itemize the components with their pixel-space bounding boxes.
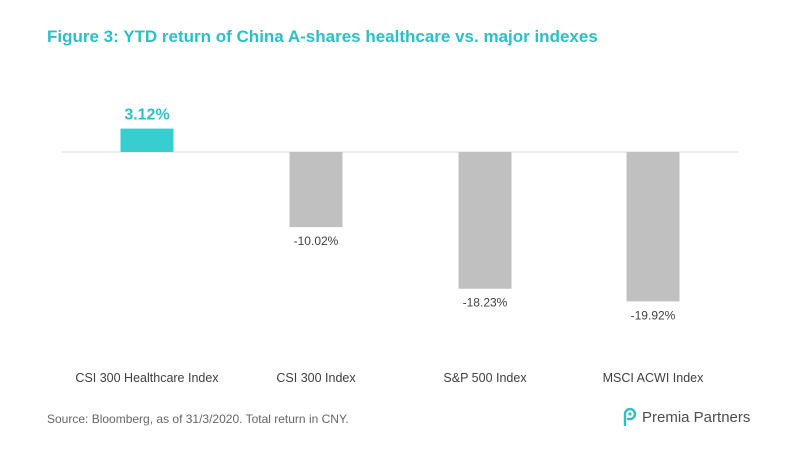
bar-3 (626, 152, 680, 302)
premia-logo-icon (623, 408, 637, 426)
category-labels-group: CSI 300 Healthcare Index CSI 300 Index S&P… (75, 371, 704, 385)
brand-logo: Premia Partners (622, 408, 750, 426)
bar-0 (120, 128, 174, 152)
logo-text: Premia Partners (642, 408, 751, 426)
bar-2 (458, 152, 512, 289)
category-label-3: MSCI ACWI Index (603, 371, 704, 385)
bar-chart: 3.12% -10.02% -18.23% -19.92% CSI 300 Healt… (62, 107, 738, 385)
bar-1 (289, 152, 343, 228)
value-label-2: -18.23% (463, 296, 508, 310)
source-note: Source: Bloomberg, as of 31/3/2020. Tota… (47, 412, 349, 426)
category-label-1: CSI 300 Index (276, 371, 356, 385)
category-label-0: CSI 300 Healthcare Index (75, 371, 219, 385)
value-label-3: -19.92% (631, 308, 676, 322)
value-label-1: -10.02% (294, 234, 339, 248)
category-label-2: S&P 500 Index (443, 371, 527, 385)
value-labels-group: 3.12% -10.02% -18.23% -19.92% (124, 107, 675, 323)
bars-group (120, 128, 680, 302)
value-label-0: 3.12% (124, 107, 169, 124)
chart-title: Figure 3: YTD return of China A-shares h… (47, 27, 598, 46)
